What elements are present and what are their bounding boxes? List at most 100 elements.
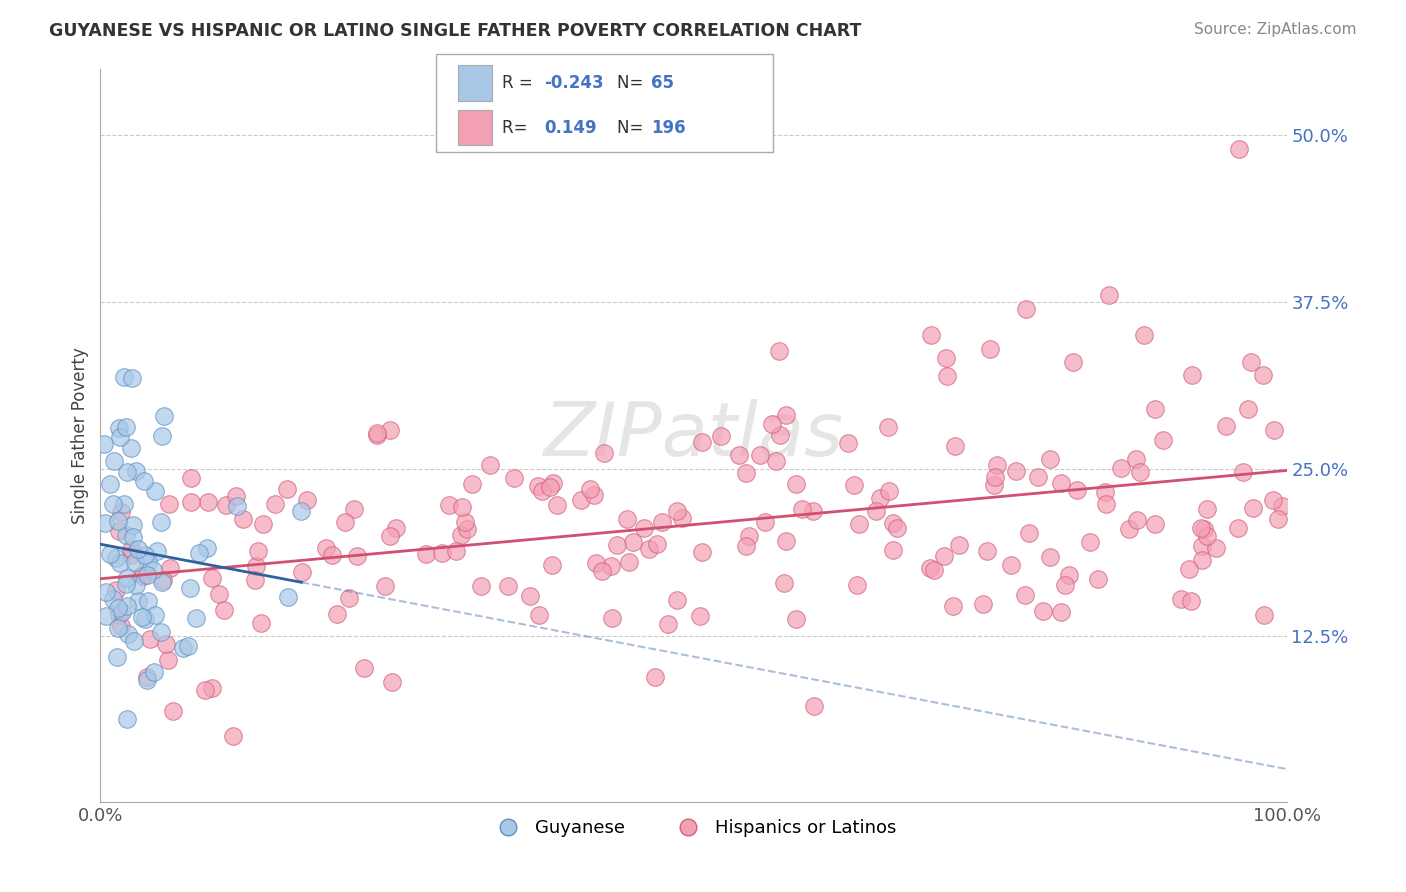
Point bbox=[734, 540, 756, 554]
Point bbox=[1118, 522, 1140, 536]
Point bbox=[153, 409, 176, 424]
Point bbox=[152, 574, 174, 588]
Point bbox=[366, 428, 388, 442]
Point bbox=[127, 594, 149, 608]
Point bbox=[934, 549, 956, 563]
Point bbox=[1191, 553, 1213, 567]
Point bbox=[984, 470, 1007, 484]
Point bbox=[602, 611, 624, 625]
Point bbox=[201, 681, 224, 695]
Point bbox=[143, 607, 166, 622]
Point bbox=[538, 480, 561, 494]
Point bbox=[291, 566, 314, 580]
Point bbox=[1237, 402, 1260, 417]
Point bbox=[112, 370, 135, 384]
Point bbox=[124, 555, 146, 569]
Point bbox=[1032, 603, 1054, 617]
Point bbox=[456, 522, 478, 536]
Point bbox=[121, 441, 143, 455]
Point bbox=[108, 421, 131, 435]
Point bbox=[922, 563, 945, 577]
Point bbox=[454, 515, 477, 529]
Point bbox=[886, 521, 908, 535]
Point bbox=[775, 534, 797, 549]
Point bbox=[579, 482, 602, 496]
Point bbox=[134, 548, 156, 562]
Point bbox=[1195, 502, 1218, 516]
Point bbox=[920, 328, 942, 343]
Point bbox=[150, 429, 173, 443]
Point bbox=[142, 665, 165, 680]
Point bbox=[157, 497, 180, 511]
Point bbox=[1261, 493, 1284, 508]
Point bbox=[325, 607, 347, 621]
Point bbox=[583, 488, 606, 502]
Point bbox=[125, 578, 148, 592]
Point bbox=[541, 476, 564, 491]
Point bbox=[107, 514, 129, 528]
Point bbox=[1205, 541, 1227, 555]
Point bbox=[606, 537, 628, 551]
Point bbox=[569, 492, 592, 507]
Point bbox=[638, 541, 661, 556]
Text: ZIPatlas: ZIPatlas bbox=[543, 400, 844, 471]
Point bbox=[657, 617, 679, 632]
Text: Source: ZipAtlas.com: Source: ZipAtlas.com bbox=[1194, 22, 1357, 37]
Point bbox=[98, 477, 121, 491]
Point bbox=[1050, 605, 1073, 619]
Point bbox=[131, 567, 153, 582]
Point bbox=[346, 549, 368, 564]
Point bbox=[1251, 368, 1274, 383]
Point bbox=[450, 528, 472, 542]
Point bbox=[502, 470, 524, 484]
Point bbox=[222, 729, 245, 743]
Point bbox=[1111, 461, 1133, 475]
Point bbox=[1004, 464, 1026, 478]
Point bbox=[1197, 529, 1219, 543]
Point bbox=[120, 548, 142, 562]
Point bbox=[592, 446, 614, 460]
Point bbox=[107, 524, 129, 538]
Point bbox=[245, 573, 267, 587]
Point bbox=[121, 518, 143, 533]
Point bbox=[785, 477, 807, 491]
Point bbox=[585, 556, 607, 570]
Point bbox=[180, 494, 202, 508]
Point bbox=[136, 594, 159, 608]
Point bbox=[869, 491, 891, 505]
Point bbox=[142, 563, 165, 577]
Point bbox=[1143, 402, 1166, 417]
Point bbox=[146, 544, 169, 558]
Point bbox=[690, 434, 713, 449]
Point bbox=[1253, 608, 1275, 623]
Point bbox=[1026, 470, 1049, 484]
Point bbox=[865, 504, 887, 518]
Point bbox=[184, 610, 207, 624]
Point bbox=[877, 483, 900, 498]
Point bbox=[177, 639, 200, 653]
Point bbox=[882, 516, 904, 531]
Point bbox=[135, 670, 157, 684]
Text: -0.243: -0.243 bbox=[544, 74, 603, 92]
Point bbox=[1039, 549, 1062, 564]
Point bbox=[136, 555, 159, 569]
Point bbox=[1241, 500, 1264, 515]
Point bbox=[1189, 521, 1212, 535]
Point bbox=[432, 546, 454, 560]
Point bbox=[976, 544, 998, 558]
Point bbox=[943, 439, 966, 453]
Point bbox=[1215, 419, 1237, 434]
Point bbox=[478, 458, 501, 472]
Point bbox=[769, 428, 792, 442]
Point bbox=[107, 621, 129, 635]
Point bbox=[1050, 475, 1073, 490]
Point bbox=[728, 449, 751, 463]
Point bbox=[844, 477, 866, 491]
Point bbox=[470, 579, 492, 593]
Point bbox=[527, 608, 550, 623]
Point bbox=[801, 504, 824, 518]
Legend: Guyanese, Hispanics or Latinos: Guyanese, Hispanics or Latinos bbox=[482, 812, 904, 845]
Point bbox=[115, 527, 138, 541]
Point bbox=[530, 484, 553, 499]
Point bbox=[188, 546, 211, 560]
